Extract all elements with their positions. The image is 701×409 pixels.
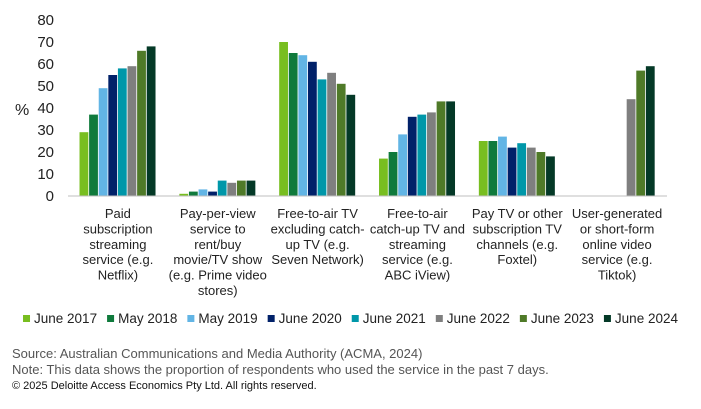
- legend-swatch: [187, 315, 195, 322]
- legend-label: May 2019: [198, 311, 257, 326]
- bar: [127, 66, 137, 196]
- bar: [108, 75, 118, 196]
- legend-swatch: [435, 315, 443, 322]
- y-tick-label: 60: [37, 56, 54, 73]
- x-tick-label: Pay-per-view service to rent/buy movie/TV s…: [169, 206, 267, 298]
- bar: [298, 55, 308, 197]
- legend-label: June 2023: [531, 311, 594, 326]
- bar: [417, 114, 427, 196]
- bar: [236, 180, 246, 196]
- legend-label: June 2022: [447, 311, 510, 326]
- bar: [546, 156, 555, 196]
- bar: [137, 50, 146, 196]
- bar: [498, 136, 507, 196]
- note-text: Note: This data shows the proportion of …: [12, 362, 549, 377]
- legend-item: May 2018: [107, 311, 177, 326]
- bar: [117, 68, 127, 196]
- bar: [198, 189, 208, 196]
- bar: [327, 72, 336, 196]
- bar: [317, 79, 327, 196]
- bar: [89, 114, 98, 196]
- y-tick-label: 50: [37, 78, 54, 95]
- bar: [307, 61, 317, 196]
- bar: [208, 191, 217, 196]
- x-tick-label: Free-to-air TV excluding catch-up TV (e.g…: [271, 206, 365, 267]
- bar: [507, 147, 517, 196]
- legend-item: June 2020: [267, 311, 342, 326]
- bars: [79, 42, 655, 197]
- source-text: Source: Australian Communications and Me…: [12, 346, 423, 361]
- bar: [79, 132, 89, 196]
- bar: [227, 182, 237, 196]
- legend-item: June 2017: [23, 311, 97, 326]
- legend-swatch: [267, 315, 275, 322]
- bar: [379, 158, 388, 196]
- legend-swatch: [351, 315, 359, 322]
- y-axis-label: %: [15, 102, 29, 119]
- legend-item: June 2021: [351, 311, 426, 326]
- bar: [645, 66, 655, 196]
- bar: [98, 88, 108, 196]
- y-tick-label: 30: [37, 122, 54, 139]
- bar: [246, 180, 256, 196]
- y-tick-label: 20: [37, 144, 54, 161]
- bar: [407, 116, 417, 196]
- bar-chart: 0 10 20 30 40 50 60 70 80 % Paid subscription stre…: [15, 12, 678, 326]
- bar: [188, 191, 198, 196]
- bar: [446, 101, 456, 196]
- x-axis-category-labels: Paid subscription streaming service (e.g. Ne…: [83, 206, 663, 298]
- bar: [478, 141, 488, 196]
- bar: [179, 193, 189, 196]
- legend-swatch: [107, 315, 115, 322]
- bar: [217, 180, 227, 196]
- legend-item: June 2024: [603, 311, 679, 326]
- y-tick-label: 40: [37, 100, 54, 117]
- legend-item: June 2022: [435, 311, 510, 326]
- bar: [146, 46, 156, 197]
- bar: [336, 83, 346, 196]
- bar: [427, 112, 436, 196]
- legend: June 2017 May 2018 May 2019 June 2020 June 2…: [23, 311, 678, 326]
- x-tick-label: Paid subscription streaming service (e.g. Ne…: [83, 206, 154, 283]
- legend-label: June 2021: [363, 311, 426, 326]
- legend-swatch: [603, 315, 611, 322]
- y-tick-label: 80: [37, 12, 54, 29]
- legend-item: June 2023: [519, 311, 594, 326]
- legend-item: May 2019: [187, 311, 258, 326]
- copyright-text: © 2025 Deloitte Access Economics Pty Ltd…: [12, 380, 317, 392]
- bar: [488, 141, 498, 196]
- bar: [436, 101, 446, 196]
- x-tick-label: User-generated or short-form online video s…: [572, 206, 662, 283]
- legend-label: June 2024: [615, 311, 679, 326]
- y-tick-label: 0: [46, 188, 54, 205]
- bar: [398, 134, 408, 196]
- x-tick-label: Free-to-air catch-up TV and streaming servi…: [370, 206, 465, 283]
- bar: [279, 42, 288, 196]
- bar: [536, 152, 546, 196]
- bar: [526, 147, 536, 196]
- bar: [288, 53, 298, 196]
- legend-label: May 2018: [118, 311, 177, 326]
- bar: [346, 94, 356, 196]
- bar: [388, 152, 398, 196]
- legend-label: June 2020: [279, 311, 342, 326]
- legend-label: June 2017: [34, 311, 97, 326]
- y-tick-label: 10: [37, 166, 54, 183]
- y-tick-label: 70: [37, 34, 54, 51]
- bar: [517, 143, 527, 196]
- legend-swatch: [23, 315, 31, 322]
- y-axis: 0 10 20 30 40 50 60 70 80: [37, 12, 54, 205]
- bar: [636, 70, 646, 196]
- x-tick-label: Pay TV or other subscription TV channels (…: [472, 206, 563, 267]
- bar: [626, 99, 636, 196]
- legend-swatch: [519, 315, 527, 322]
